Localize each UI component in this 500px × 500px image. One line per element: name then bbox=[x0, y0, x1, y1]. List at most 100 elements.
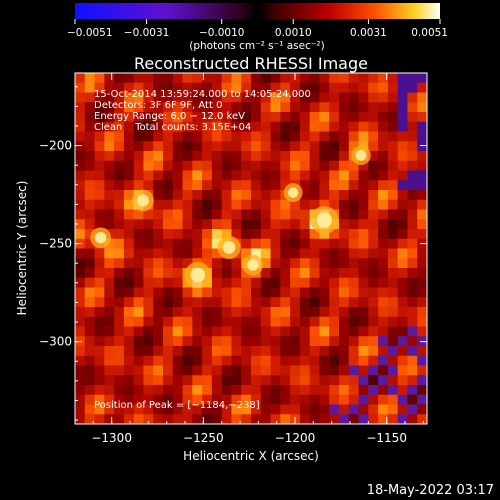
heatmap-cell bbox=[260, 385, 271, 396]
heatmap-cell bbox=[339, 355, 350, 366]
heatmap-cell bbox=[163, 297, 174, 308]
heatmap-cell bbox=[329, 297, 340, 308]
heatmap-cell bbox=[133, 82, 144, 93]
heatmap-cell bbox=[172, 346, 183, 357]
heatmap-cell bbox=[94, 121, 105, 132]
heatmap-cell bbox=[104, 404, 115, 415]
heatmap-cell bbox=[290, 199, 301, 210]
heatmap-cell bbox=[397, 277, 408, 288]
heatmap-cell bbox=[378, 121, 389, 132]
heatmap-cell bbox=[358, 385, 369, 396]
plot-frame bbox=[74, 72, 428, 425]
heatmap-cell bbox=[192, 180, 203, 191]
heatmap-cell bbox=[290, 268, 301, 279]
heatmap-cell bbox=[407, 394, 418, 405]
heatmap-cell bbox=[319, 238, 330, 249]
heatmap-cell bbox=[397, 170, 408, 181]
heatmap-cell bbox=[407, 199, 418, 210]
heatmap-cell bbox=[231, 219, 242, 230]
heatmap-cell bbox=[84, 404, 95, 415]
heatmap-cell bbox=[358, 131, 369, 142]
heatmap-cell bbox=[104, 190, 115, 201]
heatmap-cell bbox=[153, 199, 164, 210]
heatmap-cell bbox=[143, 307, 154, 318]
heatmap-cell bbox=[231, 102, 242, 113]
heatmap-cell bbox=[143, 365, 154, 376]
heatmap-cell bbox=[202, 92, 213, 103]
heatmap-cell bbox=[123, 375, 135, 386]
heatmap-cell bbox=[260, 170, 271, 181]
heatmap-cell bbox=[309, 277, 320, 288]
source-core bbox=[136, 194, 149, 207]
heatmap-cell bbox=[163, 394, 174, 405]
heatmap-cell bbox=[309, 92, 320, 103]
heatmap-cell bbox=[407, 248, 418, 259]
heatmap-cell bbox=[270, 141, 281, 152]
heatmap-cell bbox=[319, 229, 330, 240]
x-axis-label: Heliocentric X (arcsec) bbox=[183, 449, 319, 463]
heatmap-cell bbox=[153, 268, 164, 279]
heatmap-cell bbox=[417, 141, 427, 152]
heatmap-cell bbox=[397, 199, 408, 210]
heatmap-cell bbox=[260, 121, 271, 132]
x-tick-label: −1300 bbox=[91, 431, 132, 445]
heatmap-cell bbox=[133, 365, 144, 376]
heatmap-cell bbox=[75, 219, 86, 230]
heatmap-cell bbox=[84, 151, 95, 162]
heatmap-cell bbox=[182, 160, 193, 171]
heatmap-cell bbox=[182, 82, 193, 93]
heatmap-cell bbox=[339, 336, 350, 347]
heatmap-cell bbox=[231, 121, 242, 132]
heatmap-cell bbox=[211, 355, 223, 366]
heatmap-cell bbox=[182, 199, 193, 210]
heatmap-cell bbox=[260, 336, 271, 347]
heatmap-cell bbox=[163, 229, 174, 240]
heatmap-cell bbox=[290, 151, 301, 162]
heatmap-cell bbox=[94, 346, 105, 357]
heatmap-cell bbox=[221, 121, 232, 132]
heatmap-cell bbox=[339, 199, 350, 210]
heatmap-cell bbox=[309, 307, 320, 318]
heatmap-cell bbox=[290, 92, 301, 103]
heatmap-cell bbox=[182, 336, 193, 347]
heatmap-cell bbox=[378, 141, 389, 152]
heatmap-cell bbox=[378, 219, 389, 230]
heatmap-cell bbox=[114, 404, 125, 415]
heatmap-cell bbox=[172, 209, 183, 220]
heatmap-cell bbox=[202, 404, 213, 415]
heatmap-cell bbox=[387, 102, 399, 113]
heatmap-cell bbox=[319, 170, 330, 181]
heatmap-cell bbox=[260, 268, 271, 279]
heatmap-cell bbox=[104, 238, 115, 249]
heatmap-cell bbox=[329, 248, 340, 259]
heatmap-cell bbox=[211, 151, 223, 162]
heatmap-cell bbox=[94, 365, 105, 376]
heatmap-cell bbox=[221, 141, 232, 152]
heatmap-cell bbox=[114, 102, 125, 113]
heatmap-cell bbox=[182, 112, 193, 123]
heatmap-cell bbox=[290, 346, 301, 357]
heatmap-cell bbox=[104, 102, 115, 113]
heatmap-cell bbox=[280, 121, 291, 132]
heatmap-cell bbox=[251, 287, 262, 298]
heatmap-cell bbox=[378, 170, 389, 181]
heatmap-cell bbox=[241, 326, 252, 337]
heatmap-cell bbox=[339, 73, 350, 84]
source-core bbox=[355, 149, 367, 161]
heatmap-cell bbox=[309, 346, 320, 357]
heatmap-cell bbox=[348, 238, 359, 249]
heatmap-cell bbox=[358, 316, 369, 327]
heatmap-cell bbox=[172, 112, 183, 123]
heatmap-cell bbox=[114, 375, 125, 386]
heatmap-cell bbox=[378, 82, 389, 93]
heatmap-cell bbox=[104, 151, 115, 162]
heatmap-cell bbox=[84, 170, 95, 181]
heatmap-cell bbox=[84, 248, 95, 259]
heatmap-cell bbox=[319, 355, 330, 366]
heatmap-cell bbox=[397, 82, 408, 93]
heatmap-cell bbox=[192, 121, 203, 132]
heatmap-cell bbox=[104, 287, 115, 298]
heatmap-cell bbox=[153, 307, 164, 318]
heatmap-cell bbox=[348, 346, 359, 357]
